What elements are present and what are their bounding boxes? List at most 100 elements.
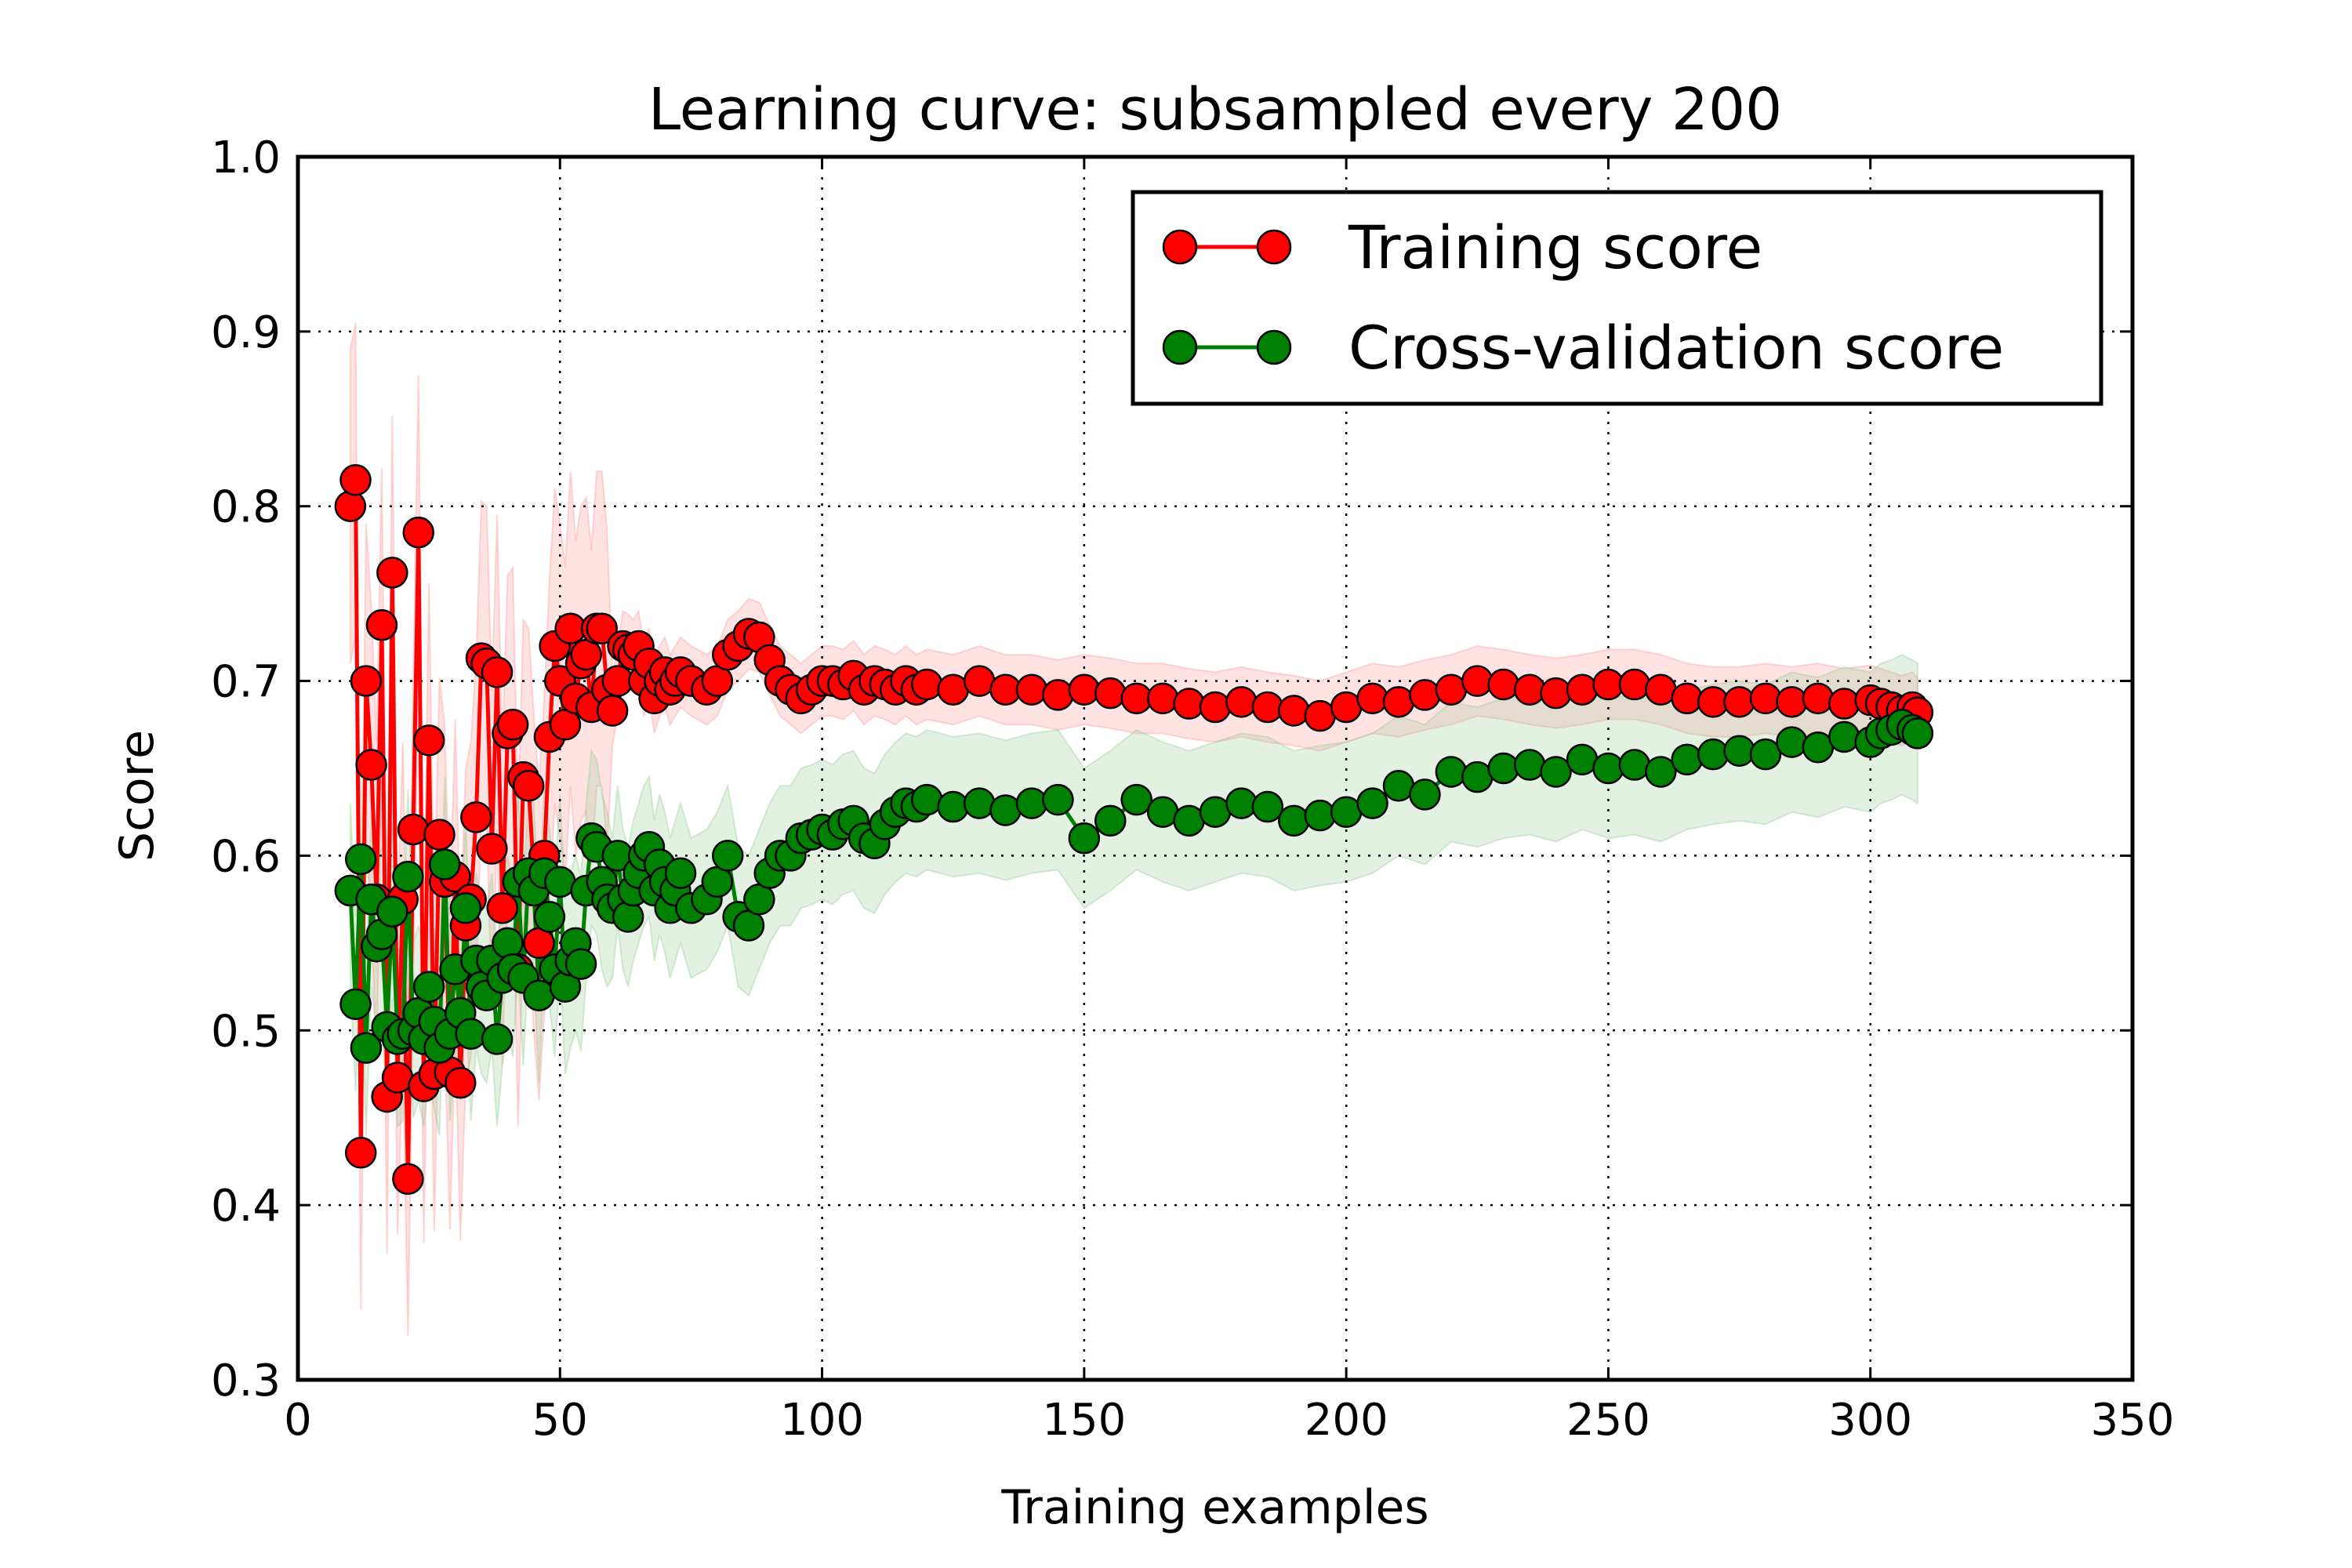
data-point: [339, 988, 372, 1021]
data-point: [711, 840, 744, 872]
x-tick-labels: 0 50 100 150 200 250 300 350: [284, 1395, 2174, 1446]
x-tick-label: 200: [1305, 1395, 1388, 1446]
data-point: [1776, 726, 1808, 758]
legend-marker: [1256, 229, 1292, 265]
data-point: [1304, 799, 1336, 832]
data-point: [492, 927, 524, 960]
data-point: [1015, 673, 1048, 706]
series-points: [334, 464, 1934, 1195]
data-point: [376, 557, 408, 589]
x-tick-label: 250: [1566, 1395, 1650, 1446]
data-point: [412, 724, 445, 757]
data-point: [512, 770, 545, 802]
data-point: [1487, 752, 1519, 785]
data-point: [350, 665, 383, 697]
y-axis-label: Score: [110, 730, 165, 862]
data-point: [1409, 779, 1441, 811]
data-point: [1146, 682, 1179, 715]
chart-title: Learning curve: subsampled every 200: [648, 76, 1782, 143]
data-point: [1513, 673, 1546, 706]
data-point: [1776, 686, 1808, 718]
y-tick-labels: 0.3 0.4 0.5 0.6 0.7 0.8 0.9 1.0: [211, 132, 281, 1406]
data-point: [1042, 679, 1074, 711]
data-point: [664, 857, 697, 889]
data-point: [1225, 686, 1258, 718]
data-point: [1671, 743, 1703, 776]
x-tick-label: 300: [1828, 1395, 1912, 1446]
data-point: [1802, 682, 1835, 715]
data-point: [1094, 677, 1127, 710]
y-tick-label: 0.8: [211, 482, 281, 533]
y-tick-label: 0.6: [211, 831, 281, 882]
data-point: [1251, 691, 1284, 724]
data-point: [1592, 752, 1624, 785]
legend-label: Cross-validation score: [1348, 313, 2004, 383]
data-point: [1173, 688, 1205, 720]
data-point: [1094, 804, 1127, 837]
data-point: [612, 901, 644, 933]
data-point: [1015, 787, 1048, 819]
data-point: [486, 892, 518, 924]
data-point: [1618, 749, 1651, 781]
data-point: [445, 1066, 477, 1099]
data-point: [1723, 686, 1755, 718]
x-tick-label: 0: [284, 1395, 312, 1446]
data-point: [350, 1032, 383, 1064]
data-point: [423, 818, 456, 851]
legend-marker: [1162, 329, 1198, 365]
data-point: [564, 948, 597, 980]
data-point: [1409, 679, 1441, 711]
data-point: [1278, 695, 1310, 727]
data-point: [402, 516, 435, 549]
data-point: [1356, 787, 1388, 819]
data-point: [365, 609, 398, 641]
data-point: [1278, 804, 1310, 837]
data-point: [1749, 738, 1782, 771]
data-point: [460, 801, 492, 833]
legend-label: Training score: [1348, 212, 1762, 282]
data-point: [1199, 691, 1232, 724]
data-point: [1042, 783, 1074, 816]
data-point: [1068, 673, 1101, 706]
data-point: [1540, 677, 1572, 710]
data-point: [334, 490, 367, 522]
data-point: [1487, 668, 1519, 701]
data-point: [1697, 738, 1730, 771]
data-point: [344, 1137, 377, 1169]
data-point: [392, 1163, 424, 1195]
data-point: [412, 971, 445, 1003]
data-point: [496, 709, 529, 741]
data-point: [1566, 673, 1599, 706]
data-point: [428, 848, 461, 880]
data-point: [481, 1023, 514, 1055]
data-point: [586, 612, 619, 644]
data-point: [355, 749, 387, 781]
data-point: [1435, 756, 1468, 788]
x-axis-label: Training examples: [1000, 1480, 1428, 1535]
data-point: [1225, 787, 1258, 819]
axis-ticks: [296, 155, 2134, 1381]
plot-frame: [296, 154, 2135, 1382]
data-point: [1828, 688, 1860, 720]
y-tick-label: 0.4: [211, 1181, 281, 1232]
data-point: [1120, 783, 1152, 816]
data-point: [911, 668, 943, 701]
data-point: [376, 895, 408, 927]
data-point: [1901, 717, 1934, 750]
data-point: [1645, 756, 1677, 788]
legend-marker: [1162, 229, 1198, 265]
data-point: [1382, 686, 1415, 718]
data-point: [1068, 822, 1101, 855]
data-point: [455, 1018, 487, 1050]
data-point: [449, 892, 482, 924]
y-tick-label: 0.7: [211, 657, 281, 708]
y-tick-label: 1.0: [211, 132, 281, 183]
data-point: [1540, 756, 1572, 788]
data-point: [533, 901, 566, 933]
data-point: [1461, 665, 1494, 697]
data-point: [963, 787, 996, 819]
legend-marker: [1256, 329, 1292, 365]
data-point: [596, 695, 629, 727]
data-point: [1723, 735, 1755, 767]
